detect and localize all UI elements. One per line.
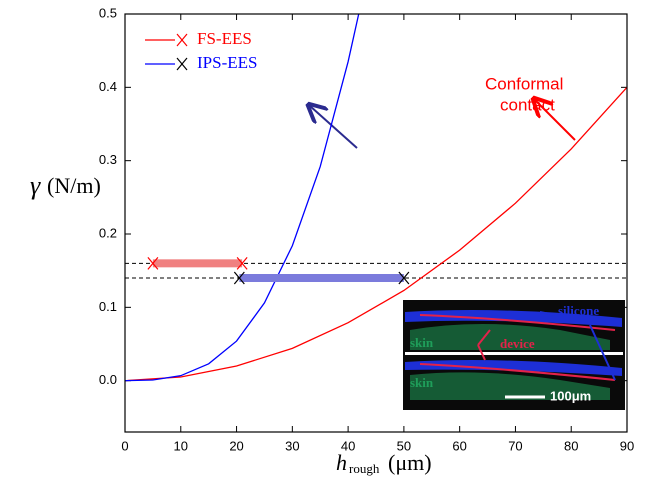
range-marker — [236, 256, 248, 270]
y-tick-label: 0.2 — [99, 225, 117, 240]
x-tick-label: 0 — [121, 438, 128, 453]
annotation: Conformal — [485, 74, 563, 93]
range-marker — [147, 256, 159, 270]
series-line — [125, 14, 360, 382]
cross-stroke — [176, 33, 188, 47]
inset-label: 100μm — [550, 388, 591, 403]
y-tick-label: 0.4 — [99, 79, 117, 94]
cross-stroke — [398, 271, 410, 285]
x-tick-label: 40 — [341, 438, 355, 453]
y-tick-label: 0.1 — [99, 299, 117, 314]
y-axis-label: γ — [30, 171, 41, 200]
x-axis-label-unit: (μm) — [388, 450, 432, 475]
cross-stroke — [233, 271, 245, 285]
x-tick-label: 30 — [285, 438, 299, 453]
inset-label: device — [500, 336, 535, 351]
cross-stroke — [176, 57, 188, 71]
y-tick-label: 0.3 — [99, 152, 117, 167]
y-tick-label: 0.0 — [99, 372, 117, 387]
range-marker — [233, 271, 245, 285]
y-tick-label: 0.5 — [99, 5, 117, 20]
x-tick-label: 80 — [564, 438, 578, 453]
inset-label: skin — [410, 375, 434, 390]
series-line — [125, 86, 627, 382]
x-tick-label: 60 — [452, 438, 466, 453]
y-axis-label-unit: (N/m) — [47, 173, 101, 198]
annotation-arrow — [310, 106, 358, 149]
inset-image: silicone device skin skin 100μm — [403, 300, 625, 410]
x-tick-label: 10 — [174, 438, 188, 453]
x-axis-label: h — [336, 450, 347, 475]
legend-marker — [176, 33, 188, 47]
x-tick-label: 50 — [397, 438, 411, 453]
cross-stroke — [147, 256, 159, 270]
inset-label: skin — [410, 335, 434, 350]
x-axis-label-subscript: rough — [349, 461, 380, 476]
range-band — [239, 274, 404, 282]
cross-stroke — [236, 256, 248, 270]
annotation-arrow — [535, 100, 576, 141]
x-tick-label: 20 — [229, 438, 243, 453]
plot-frame — [124, 13, 628, 433]
x-tick-label: 70 — [508, 438, 522, 453]
range-marker — [398, 271, 410, 285]
range-band — [152, 259, 243, 268]
inset-label: silicone — [558, 303, 599, 318]
x-tick-label: 90 — [620, 438, 634, 453]
legend-label: FS-EES — [197, 29, 252, 48]
legend-label: IPS-EES — [197, 53, 257, 72]
legend-marker — [176, 57, 188, 71]
